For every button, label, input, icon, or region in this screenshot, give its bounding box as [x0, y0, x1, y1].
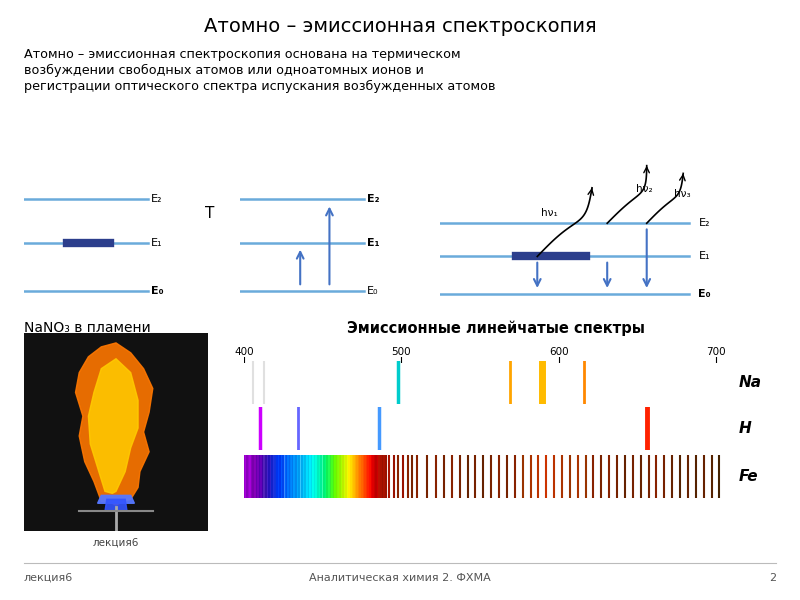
Text: E₁: E₁ [151, 238, 162, 248]
Text: E₁: E₁ [698, 251, 710, 262]
Text: T: T [205, 206, 214, 221]
Text: E₂: E₂ [367, 194, 380, 205]
Text: E₁: E₁ [367, 238, 380, 248]
Polygon shape [89, 359, 138, 493]
Text: 700: 700 [706, 347, 726, 357]
Text: Аналитическая химия 2. ФХМА: Аналитическая химия 2. ФХМА [309, 573, 491, 583]
Text: регистрации оптического спектра испускания возбужденных атомов: регистрации оптического спектра испускан… [24, 80, 495, 94]
Text: E₀: E₀ [151, 286, 164, 296]
Text: hν₃: hν₃ [674, 188, 690, 199]
Text: 400: 400 [234, 347, 254, 357]
Text: лекция6: лекция6 [24, 573, 74, 583]
Text: hν₂: hν₂ [635, 184, 652, 194]
Text: E₂: E₂ [698, 218, 710, 228]
Text: H: H [738, 421, 751, 436]
Polygon shape [98, 496, 134, 503]
Text: лекция6: лекция6 [93, 538, 139, 548]
Text: E₂: E₂ [151, 194, 162, 205]
Text: NaNO₃ в пламени: NaNO₃ в пламени [24, 321, 150, 335]
Text: E₀: E₀ [367, 286, 378, 296]
Polygon shape [75, 343, 153, 505]
Text: hν₁: hν₁ [541, 208, 558, 218]
Text: 600: 600 [549, 347, 569, 357]
Polygon shape [105, 499, 127, 511]
Text: Fe: Fe [738, 469, 758, 484]
Text: 2: 2 [769, 573, 776, 583]
Text: Атомно – эмиссионная спектроскопия: Атомно – эмиссионная спектроскопия [204, 17, 596, 36]
Text: Эмиссионные линейчатые спектры: Эмиссионные линейчатые спектры [347, 321, 645, 337]
Text: 500: 500 [392, 347, 411, 357]
Text: Na: Na [738, 376, 762, 391]
Text: возбуждении свободных атомов или одноатомных ионов и: возбуждении свободных атомов или одноато… [24, 64, 424, 77]
Text: Атомно – эмиссионная спектроскопия основана на термическом: Атомно – эмиссионная спектроскопия основ… [24, 48, 461, 61]
Text: E₀: E₀ [698, 289, 711, 299]
